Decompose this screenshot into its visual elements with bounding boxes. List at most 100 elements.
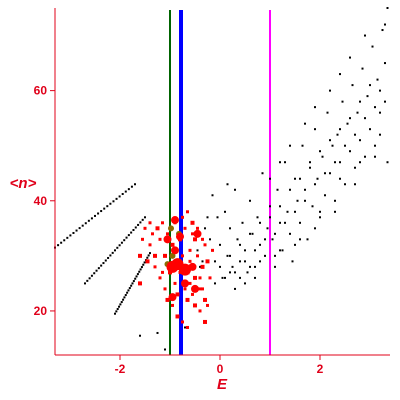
black-point <box>346 122 349 125</box>
black-point <box>374 144 376 147</box>
band-point <box>57 244 60 247</box>
band-point <box>118 244 121 247</box>
red-large-point <box>179 263 191 276</box>
band-point <box>120 241 123 244</box>
red-point <box>203 319 207 324</box>
black-point <box>304 122 306 125</box>
red-point <box>186 210 189 214</box>
black-point <box>374 155 376 158</box>
red-point <box>165 297 170 302</box>
black-point <box>284 221 286 224</box>
band-point <box>90 274 93 277</box>
band-point <box>141 218 144 221</box>
red-point <box>161 221 164 225</box>
black-point <box>294 210 296 213</box>
band-point <box>144 216 146 219</box>
band-point <box>149 252 151 255</box>
black-point <box>254 265 256 268</box>
band-point <box>102 262 105 265</box>
red-point <box>201 237 204 241</box>
black-point <box>206 216 209 219</box>
band-point <box>115 197 118 200</box>
black-point <box>254 249 256 252</box>
black-point <box>304 199 306 202</box>
red-point <box>181 320 184 324</box>
black-point <box>326 111 329 114</box>
black-point <box>279 249 281 252</box>
black-point <box>239 260 241 263</box>
black-point <box>296 199 299 202</box>
black-point <box>279 161 281 164</box>
red-point <box>163 253 167 258</box>
black-point <box>229 271 231 274</box>
black-point <box>254 276 256 279</box>
band-point <box>106 205 109 208</box>
black-point <box>314 128 316 131</box>
band-point <box>120 301 123 304</box>
band-point <box>114 312 116 315</box>
black-point <box>204 227 206 230</box>
band-point <box>125 236 128 239</box>
red-point <box>191 292 194 296</box>
black-point <box>289 144 291 147</box>
red-point <box>181 215 184 219</box>
band-point <box>122 298 125 301</box>
black-point <box>289 232 291 235</box>
black-point <box>321 155 324 158</box>
red-large-point <box>163 235 172 244</box>
black-point <box>269 205 271 208</box>
black-point <box>226 254 229 257</box>
red-point <box>155 226 160 231</box>
red-point <box>151 232 154 236</box>
black-point <box>224 276 226 279</box>
red-point <box>171 303 174 307</box>
black-point <box>221 276 224 279</box>
black-point <box>329 172 331 175</box>
red-point <box>206 303 209 307</box>
black-point <box>349 56 351 59</box>
band-point <box>123 296 126 299</box>
black-point <box>354 166 356 169</box>
red-point <box>196 226 199 230</box>
black-point <box>309 161 311 164</box>
band-point <box>60 241 63 244</box>
red-point <box>185 297 190 302</box>
olive-point <box>168 225 174 232</box>
band-point <box>139 221 142 224</box>
red-point <box>145 259 150 264</box>
black-point <box>239 243 241 246</box>
axes: -2 0 2 20 40 60 E <n> <box>10 8 390 393</box>
black-point <box>264 238 266 241</box>
red-point <box>158 276 162 280</box>
black-point <box>331 144 334 147</box>
black-point <box>259 260 261 263</box>
band-point <box>118 195 121 198</box>
red-point <box>208 276 212 280</box>
black-point <box>364 34 366 37</box>
black-point <box>299 221 301 224</box>
black-point <box>351 84 354 87</box>
black-point <box>334 199 336 202</box>
band-point <box>124 294 127 297</box>
band-point <box>100 264 103 267</box>
black-point <box>244 260 246 263</box>
black-point <box>339 73 341 76</box>
black-point <box>209 238 211 241</box>
y-tick-label: 20 <box>34 304 48 318</box>
black-point <box>286 210 289 213</box>
band-point <box>130 231 133 234</box>
data-points <box>54 7 389 351</box>
black-point <box>279 205 281 208</box>
black-point <box>244 282 246 285</box>
red-point <box>138 253 142 258</box>
red-point <box>193 303 197 308</box>
black-point <box>319 150 321 153</box>
black-point <box>196 249 199 252</box>
black-point <box>364 155 366 158</box>
black-point <box>299 177 301 180</box>
band-point <box>139 268 142 271</box>
red-point <box>190 220 195 225</box>
black-point <box>184 326 186 329</box>
red-point <box>153 253 157 258</box>
